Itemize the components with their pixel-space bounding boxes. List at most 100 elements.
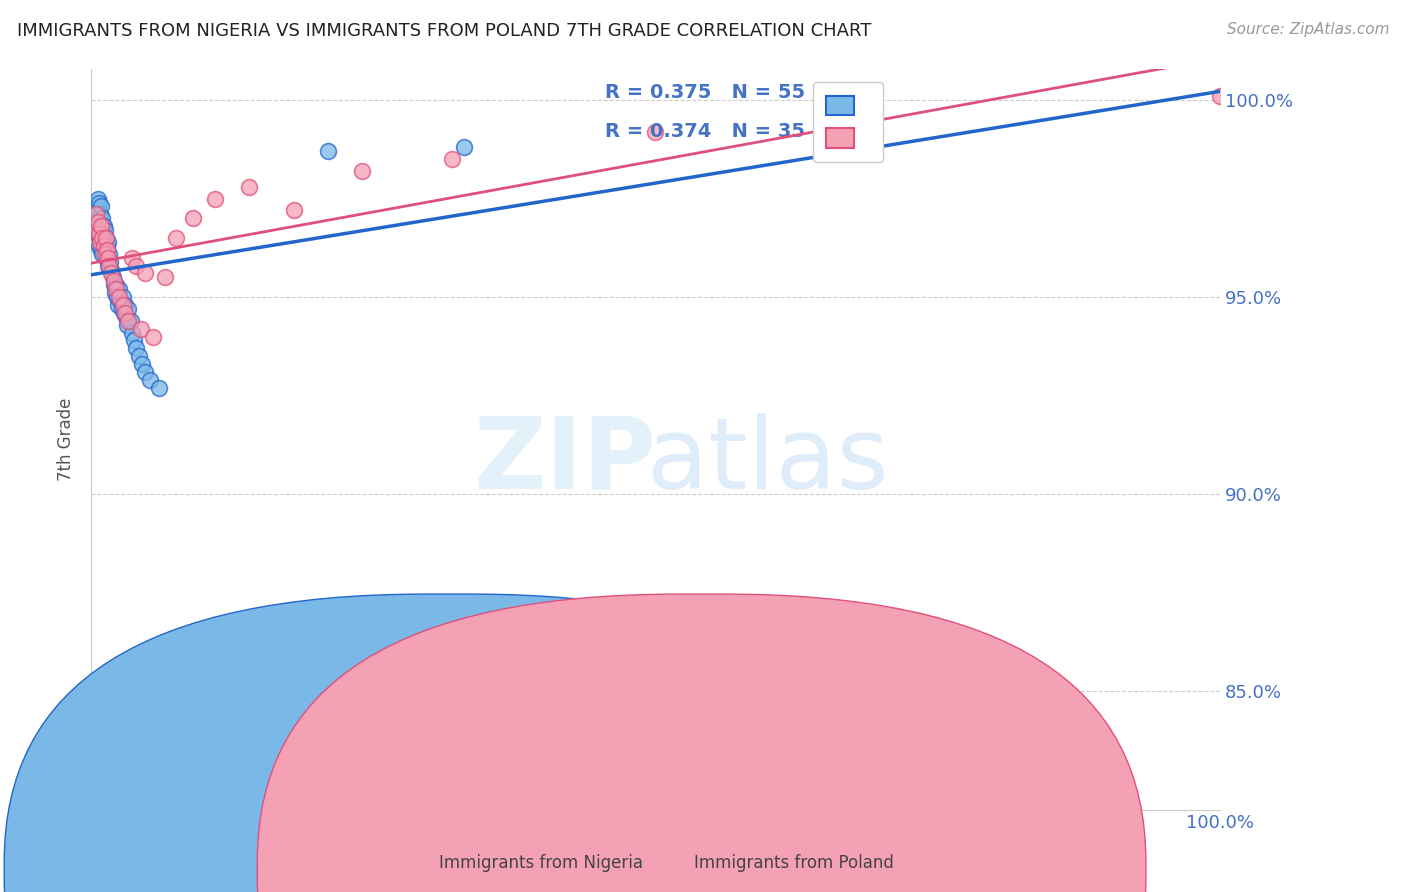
Point: [94, 231, 117, 245]
Text: IMMIGRANTS FROM NIGERIA VS IMMIGRANTS FROM POLAND 7TH GRADE CORRELATION CHART: IMMIGRANTS FROM NIGERIA VS IMMIGRANTS FR…: [17, 22, 872, 40]
Point: [111, 298, 134, 312]
Point: [114, 298, 136, 312]
Point: [1209, 89, 1232, 103]
Point: [153, 270, 176, 285]
Point: [86, 223, 108, 237]
Point: [93, 235, 115, 249]
Point: [108, 290, 131, 304]
Point: [91, 211, 114, 226]
Point: [90, 219, 112, 234]
Point: [96, 239, 118, 253]
Point: [97, 259, 120, 273]
Text: R = 0.374   N = 35: R = 0.374 N = 35: [605, 121, 804, 141]
Point: [98, 254, 121, 268]
Point: [91, 247, 114, 261]
Point: [105, 290, 128, 304]
Point: [125, 259, 148, 273]
Point: [117, 318, 139, 332]
Point: [94, 251, 117, 265]
Point: [89, 235, 111, 249]
Point: [93, 239, 115, 253]
Point: [104, 282, 127, 296]
Point: [87, 192, 110, 206]
Point: [125, 342, 148, 356]
Point: [87, 215, 110, 229]
Point: [100, 262, 122, 277]
Point: [107, 298, 129, 312]
Point: [83, 211, 105, 226]
Point: [93, 239, 115, 253]
Point: [148, 381, 170, 395]
Point: [84, 207, 107, 221]
Point: [89, 231, 111, 245]
Point: [134, 365, 156, 379]
Point: [104, 278, 127, 293]
Point: [103, 274, 125, 288]
Point: [316, 145, 339, 159]
Point: [181, 211, 204, 226]
Point: [89, 207, 111, 221]
Point: [139, 373, 162, 387]
Point: [87, 195, 110, 210]
Point: [86, 227, 108, 241]
Point: [86, 203, 108, 218]
Point: [87, 227, 110, 241]
Text: R = 0.375   N = 55: R = 0.375 N = 55: [605, 83, 804, 103]
Text: Immigrants from Poland: Immigrants from Poland: [695, 855, 894, 872]
Point: [283, 203, 305, 218]
Point: [204, 192, 226, 206]
Point: [87, 239, 110, 253]
Point: [108, 282, 131, 296]
Point: [441, 152, 464, 166]
Text: Source: ZipAtlas.com: Source: ZipAtlas.com: [1226, 22, 1389, 37]
Point: [122, 334, 145, 348]
Point: [112, 306, 135, 320]
Point: [129, 321, 152, 335]
Text: Immigrants from Nigeria: Immigrants from Nigeria: [439, 855, 644, 872]
Point: [114, 306, 136, 320]
Point: [90, 199, 112, 213]
Point: [94, 231, 117, 245]
Point: [100, 267, 122, 281]
Point: [644, 125, 666, 139]
Point: [142, 329, 165, 343]
Point: [104, 286, 127, 301]
Point: [238, 179, 260, 194]
Point: [117, 301, 139, 316]
Point: [98, 247, 121, 261]
Point: [115, 310, 138, 324]
Point: [87, 215, 110, 229]
Point: [96, 243, 118, 257]
Point: [93, 223, 115, 237]
Point: [97, 251, 120, 265]
Point: [117, 314, 139, 328]
Point: [165, 231, 187, 245]
Point: [111, 301, 134, 316]
Point: [120, 314, 142, 328]
Point: [103, 278, 125, 293]
Point: [89, 223, 111, 237]
Point: [90, 243, 112, 257]
Point: [121, 326, 143, 340]
Point: [84, 219, 107, 234]
Point: [121, 251, 143, 265]
Point: [97, 235, 120, 249]
Text: atlas: atlas: [648, 413, 889, 509]
Point: [91, 227, 114, 241]
Text: ZIP: ZIP: [474, 413, 657, 509]
Point: [134, 267, 156, 281]
Point: [101, 270, 124, 285]
Point: [93, 219, 115, 234]
Point: [453, 140, 475, 154]
Legend: , : ,: [813, 82, 883, 161]
Point: [350, 164, 373, 178]
Point: [110, 294, 132, 309]
Point: [111, 290, 134, 304]
Point: [131, 357, 153, 371]
Point: [91, 231, 114, 245]
Point: [98, 259, 121, 273]
Y-axis label: 7th Grade: 7th Grade: [58, 397, 75, 481]
Point: [128, 349, 150, 363]
Point: [90, 219, 112, 234]
Point: [93, 247, 115, 261]
